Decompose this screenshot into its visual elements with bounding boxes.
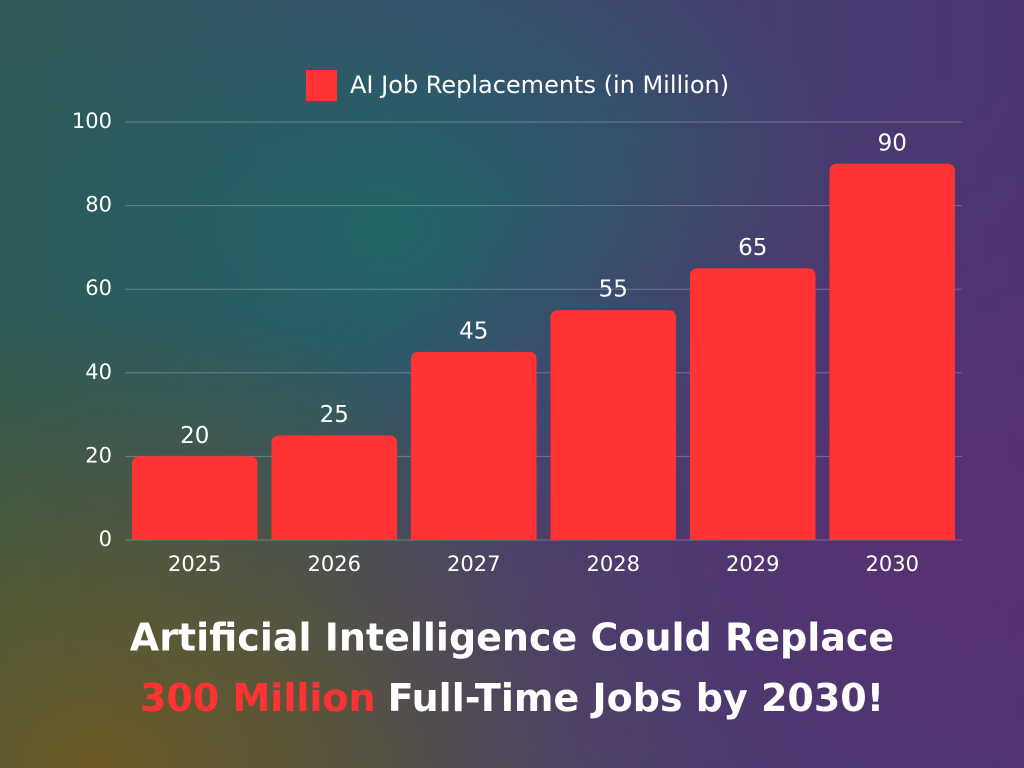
y-tick-label: 60 <box>85 276 112 300</box>
value-label: 90 <box>878 130 907 156</box>
value-label: 65 <box>738 235 767 261</box>
caption-highlight: 300 Million <box>140 676 376 720</box>
value-label: 25 <box>320 402 349 428</box>
bar <box>829 163 956 541</box>
x-tick-label: 2025 <box>168 552 221 576</box>
y-tick-label: 80 <box>85 193 112 217</box>
caption-line: 300 Million Full-Time Jobs by 2030! <box>140 676 884 720</box>
x-tick-label: 2030 <box>866 552 919 576</box>
x-tick-label: 2027 <box>447 552 500 576</box>
value-label: 20 <box>180 423 209 449</box>
y-tick-label: 40 <box>85 360 112 384</box>
y-tick-label: 100 <box>72 109 112 133</box>
caption-text: Full-Time Jobs by 2030! <box>388 676 885 720</box>
bar <box>410 351 537 540</box>
x-tick-label: 2028 <box>587 552 640 576</box>
bar <box>550 310 677 540</box>
bar <box>271 435 398 540</box>
value-label: 45 <box>459 318 488 344</box>
x-tick-label: 2026 <box>308 552 361 576</box>
legend-swatch <box>306 70 337 101</box>
y-tick-label: 0 <box>99 527 112 551</box>
bar <box>131 456 258 540</box>
value-label: 55 <box>599 277 628 303</box>
caption-line: Artificial Intelligence Could Replace <box>130 616 894 660</box>
y-tick-label: 20 <box>85 443 112 467</box>
x-tick-label: 2029 <box>726 552 779 576</box>
bar <box>689 268 816 540</box>
legend-label: AI Job Replacements (in Million) <box>350 71 729 99</box>
